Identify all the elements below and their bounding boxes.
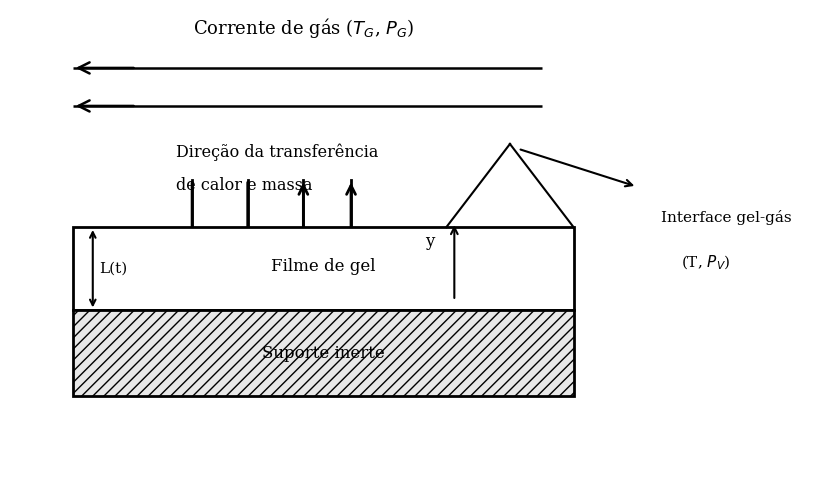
Text: Corrente de gás ($T_G$, $P_G$): Corrente de gás ($T_G$, $P_G$) [192, 16, 414, 40]
Text: Direção da transferência: Direção da transferência [176, 144, 378, 162]
Text: Interface gel-gás: Interface gel-gás [660, 210, 790, 226]
Text: (T, $P_V$): (T, $P_V$) [680, 253, 730, 272]
Bar [73, 227, 572, 310]
Text: L(t): L(t) [99, 261, 127, 276]
Bar [73, 310, 572, 396]
Text: Filme de gel: Filme de gel [270, 258, 375, 275]
Text: de calor e massa: de calor e massa [176, 177, 312, 194]
Text: Suporte inerte: Suporte inerte [261, 345, 384, 361]
Text: y: y [424, 233, 434, 250]
